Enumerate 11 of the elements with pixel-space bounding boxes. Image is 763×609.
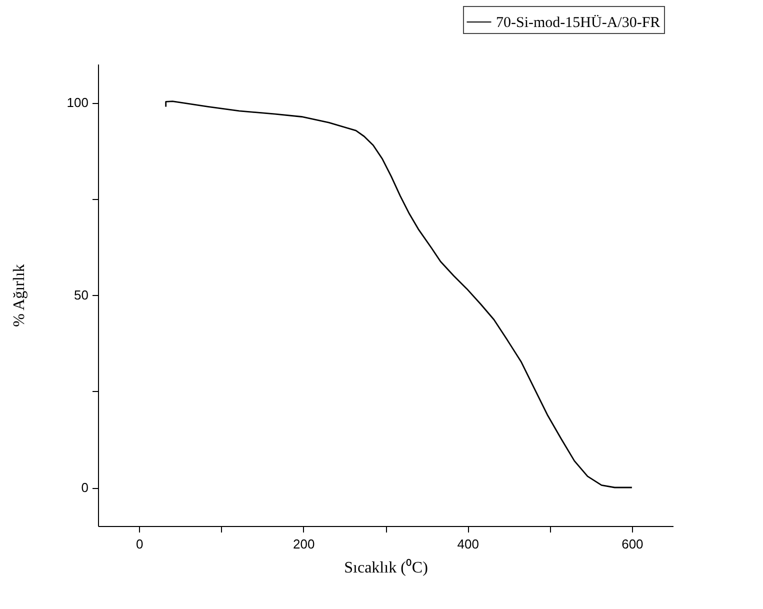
y-tick-label: 50	[74, 288, 88, 302]
line-series	[165, 100, 633, 488]
x-tick-label: 600	[622, 536, 644, 552]
y-tick-label: 100	[66, 95, 88, 110]
y-tick-label: 0	[81, 480, 88, 495]
x-tick-label: 0	[136, 536, 144, 552]
x-tick-label: 200	[293, 536, 315, 552]
y-axis-title: % Ağırlık	[10, 264, 28, 327]
legend-label: 70-Si-mod-15HÜ-A/30-FR	[496, 14, 660, 31]
x-tick-label: 400	[457, 536, 479, 552]
x-axis-title: Sıcaklık (⁰C)	[344, 558, 428, 576]
